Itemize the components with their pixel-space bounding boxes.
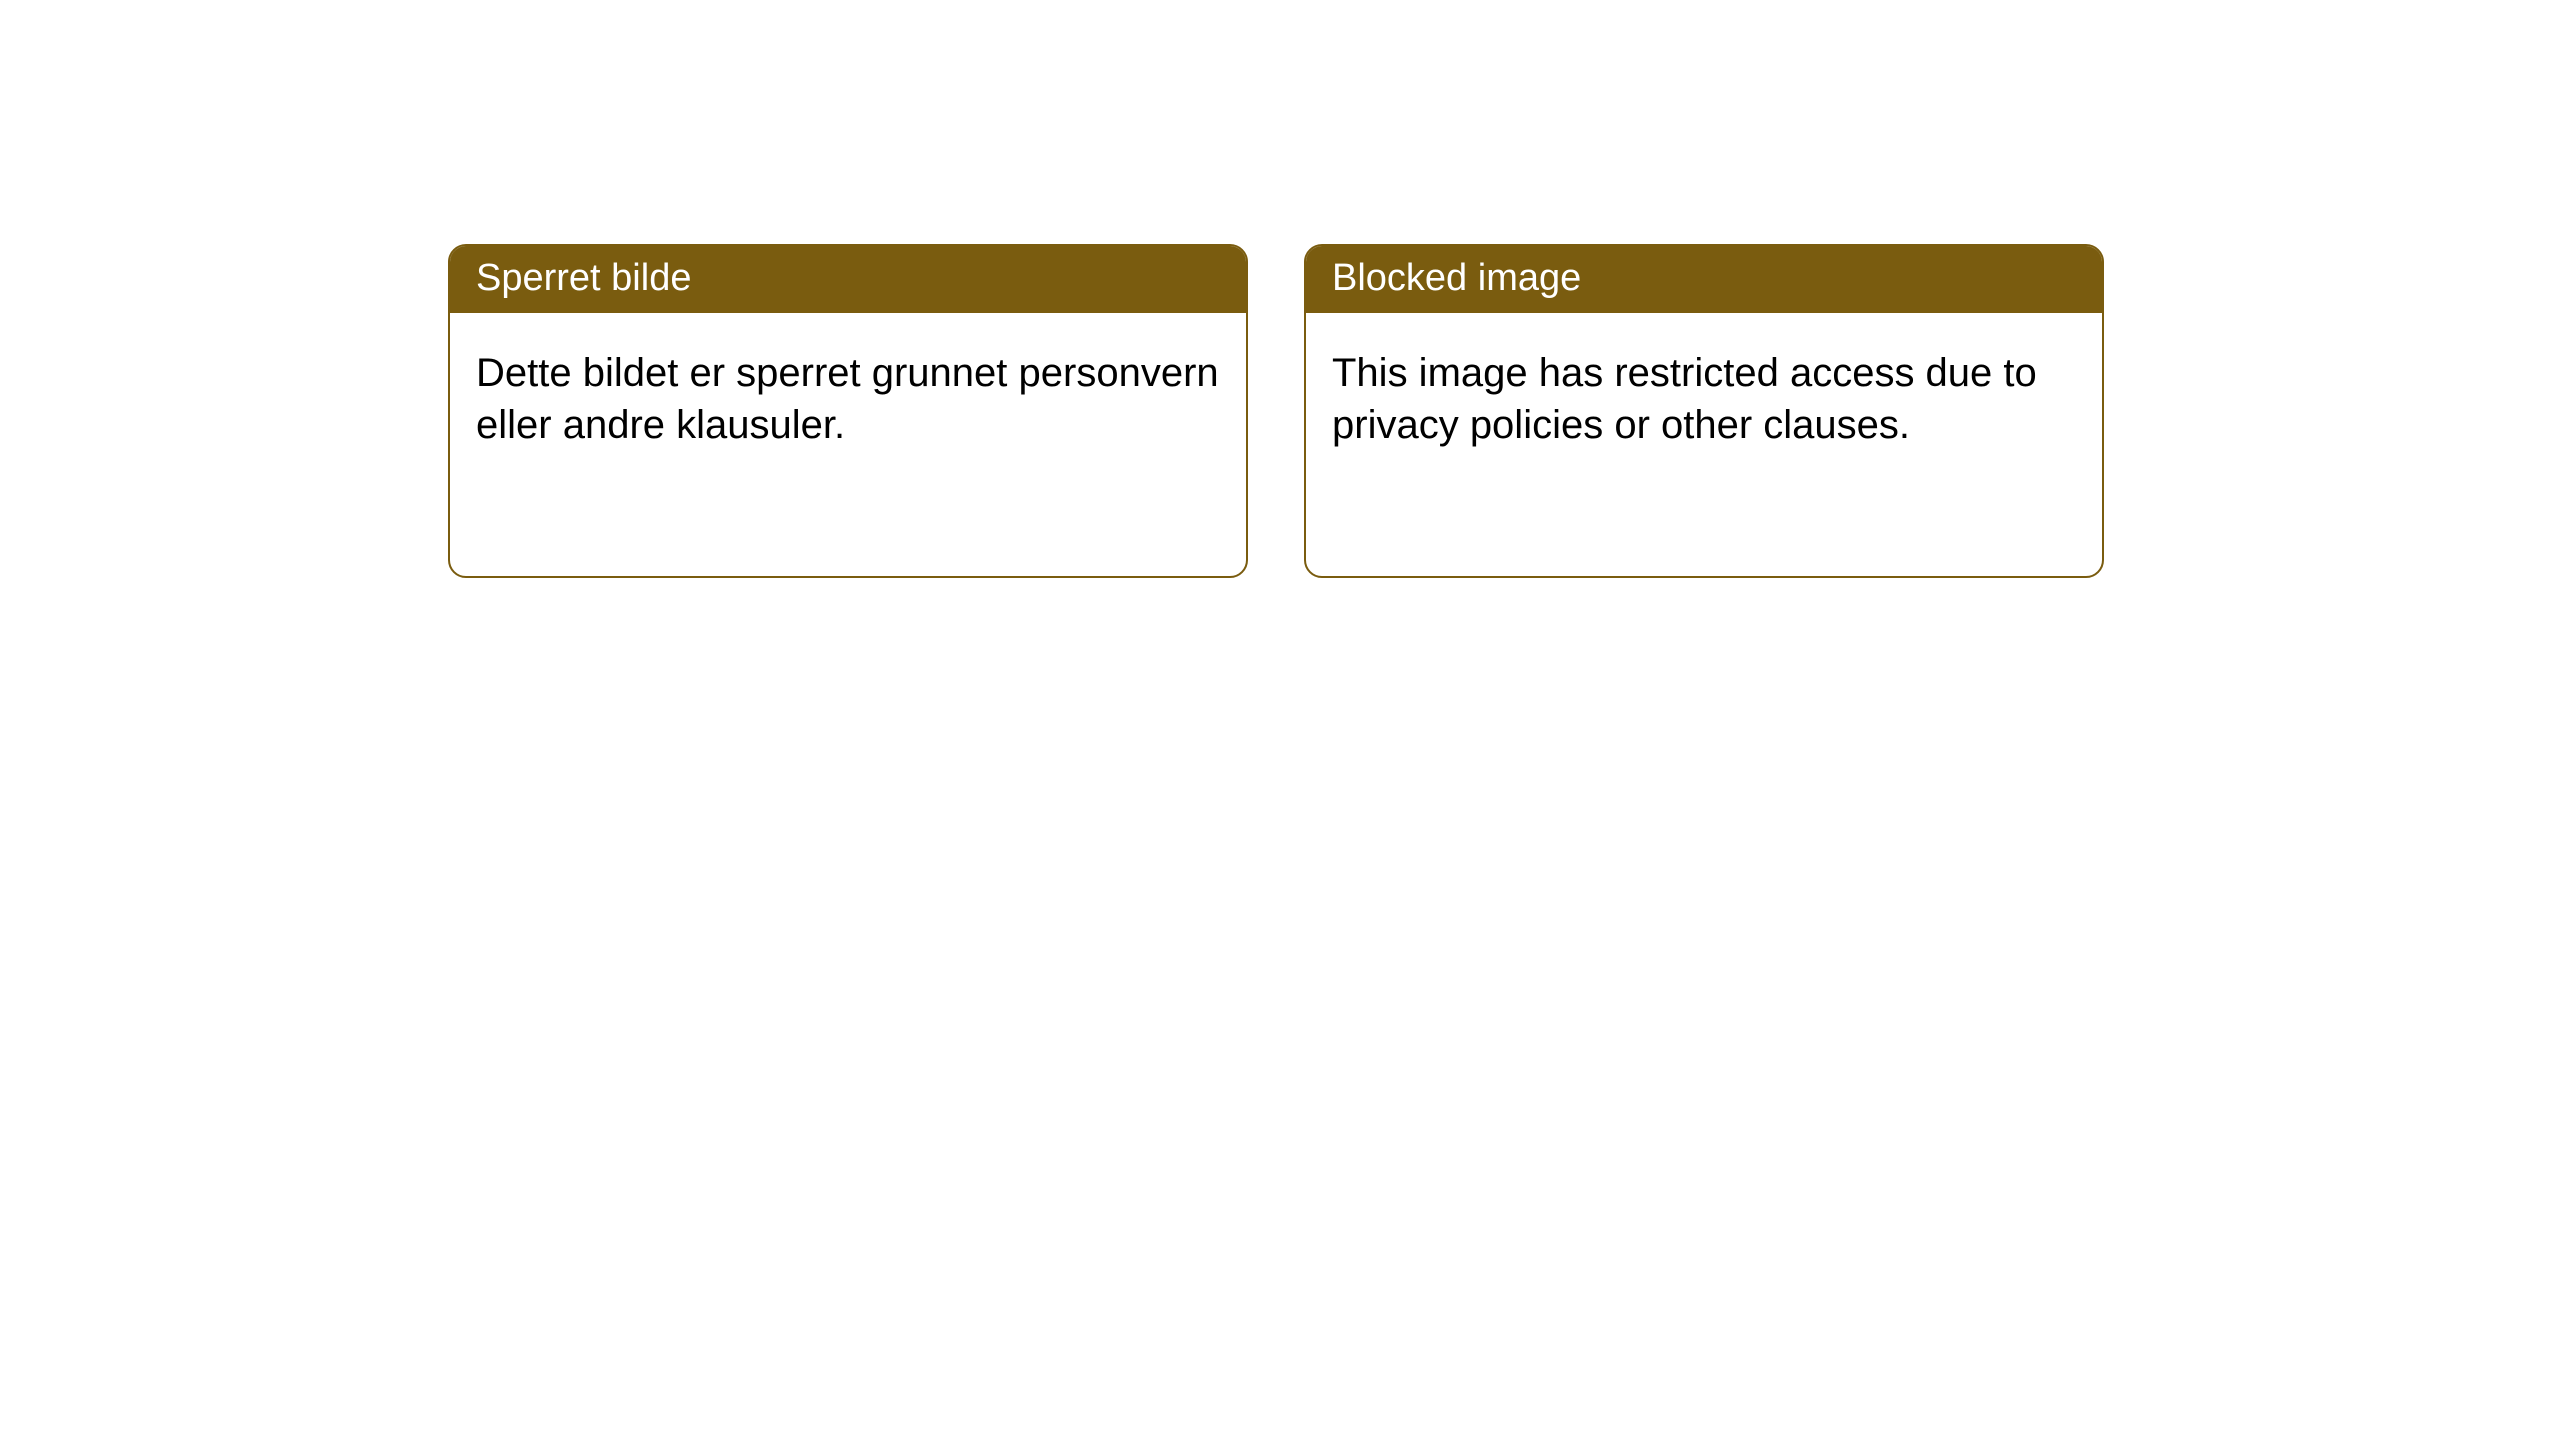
notice-body: Dette bildet er sperret grunnet personve… [450, 313, 1246, 477]
notice-title: Sperret bilde [450, 246, 1246, 313]
notice-container: Sperret bilde Dette bildet er sperret gr… [0, 0, 2560, 578]
notice-body: This image has restricted access due to … [1306, 313, 2102, 477]
notice-title: Blocked image [1306, 246, 2102, 313]
notice-card-norwegian: Sperret bilde Dette bildet er sperret gr… [448, 244, 1248, 578]
notice-card-english: Blocked image This image has restricted … [1304, 244, 2104, 578]
